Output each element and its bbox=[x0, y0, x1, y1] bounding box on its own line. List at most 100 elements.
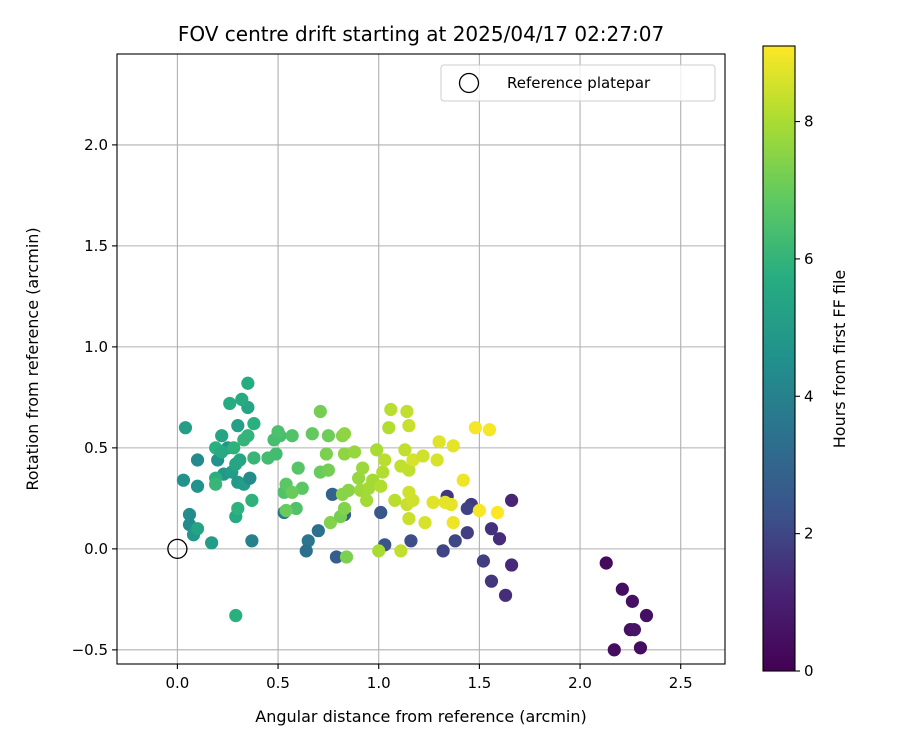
scatter-point bbox=[321, 463, 335, 477]
scatter-point bbox=[426, 495, 440, 510]
scatter-point bbox=[231, 501, 245, 516]
scatter-point bbox=[402, 511, 416, 526]
scatter-point bbox=[301, 534, 315, 548]
colorbar-frame bbox=[762, 45, 796, 672]
scatter-point bbox=[227, 441, 241, 455]
scatter-point bbox=[460, 526, 474, 540]
scatter-point bbox=[402, 463, 416, 477]
reference-platepar-marker bbox=[167, 538, 188, 560]
scatter-point bbox=[347, 445, 362, 459]
scatter-point bbox=[223, 396, 237, 411]
scatter-point bbox=[416, 449, 430, 463]
scatter-point bbox=[472, 503, 486, 518]
scatter-point bbox=[190, 522, 205, 536]
legend-box bbox=[440, 64, 716, 102]
scatter-point bbox=[289, 501, 303, 516]
scatter-point bbox=[374, 505, 388, 520]
colorbar-tick-label: 2 bbox=[804, 525, 814, 543]
scatter-point bbox=[176, 473, 191, 487]
scatter-point bbox=[498, 588, 513, 602]
scatter-point bbox=[279, 503, 293, 518]
scatter-point bbox=[351, 471, 366, 485]
scatter-point bbox=[460, 501, 474, 516]
legend-reference-marker bbox=[458, 72, 480, 94]
scatter-point bbox=[388, 493, 402, 507]
colorbar-ticks: 0 2 4 6 8 bbox=[795, 113, 814, 680]
scatter-point bbox=[633, 641, 648, 655]
scatter-point bbox=[615, 582, 629, 596]
scatter-point bbox=[418, 516, 432, 530]
scatter-point bbox=[329, 550, 344, 564]
colorbar-gradient bbox=[763, 46, 795, 671]
scatter-point bbox=[374, 479, 388, 493]
scatter-point bbox=[205, 536, 219, 550]
scatter-point bbox=[382, 421, 396, 435]
scatter-point bbox=[372, 544, 386, 558]
scatter-point bbox=[305, 427, 319, 441]
scatter-point bbox=[269, 447, 283, 461]
scatter-point bbox=[400, 404, 414, 419]
scatter-point bbox=[215, 429, 229, 443]
scatter-point bbox=[492, 532, 507, 546]
scatter-point bbox=[247, 417, 261, 431]
legend: Reference platepar bbox=[440, 64, 716, 102]
scatter-point bbox=[285, 485, 299, 499]
colorbar-label: Hours from first FF file bbox=[830, 270, 849, 449]
scatter-point bbox=[370, 443, 384, 457]
x-tick-label: 2.5 bbox=[669, 674, 693, 692]
data-points bbox=[176, 376, 654, 657]
scatter-point bbox=[215, 445, 229, 459]
scatter-point bbox=[404, 534, 418, 548]
y-tick-label: 2.0 bbox=[84, 136, 108, 154]
x-tick-label: 0.0 bbox=[165, 674, 189, 692]
scatter-point bbox=[356, 461, 370, 475]
scatter-point bbox=[406, 493, 420, 507]
scatter-point bbox=[337, 447, 352, 461]
scatter-point bbox=[295, 481, 309, 495]
scatter-point bbox=[504, 558, 519, 572]
legend-entry-reference-platepar: Reference platepar bbox=[507, 74, 651, 92]
scatter-point bbox=[271, 425, 285, 439]
scatter-point bbox=[245, 493, 259, 507]
y-axis-label: Rotation from reference (arcmin) bbox=[23, 227, 42, 490]
scatter-point bbox=[233, 453, 247, 467]
scatter-point bbox=[484, 522, 499, 536]
y-tick-label: 1.0 bbox=[84, 338, 108, 356]
scatter-point bbox=[446, 516, 460, 530]
scatter-point bbox=[319, 447, 333, 461]
scatter-point bbox=[190, 479, 205, 493]
scatter-point bbox=[394, 544, 408, 558]
scatter-point bbox=[182, 507, 197, 522]
scatter-point bbox=[378, 453, 392, 467]
scatter-point bbox=[247, 451, 261, 465]
scatter-point bbox=[323, 516, 338, 530]
scatter-point bbox=[384, 402, 398, 417]
scatter-point bbox=[607, 643, 621, 657]
scatter-point bbox=[341, 483, 356, 497]
scatter-point bbox=[402, 419, 416, 433]
x-tick-label: 0.5 bbox=[266, 674, 290, 692]
scatter-point bbox=[432, 435, 446, 449]
colorbar-tick-label: 6 bbox=[804, 250, 814, 268]
scatter-point bbox=[245, 534, 259, 548]
scatter-point bbox=[448, 534, 462, 548]
scatter-point bbox=[321, 429, 335, 443]
x-axis-ticks: 0.0 0.5 1.0 1.5 2.0 2.5 bbox=[165, 664, 693, 692]
scatter-point bbox=[231, 419, 245, 433]
scatter-point bbox=[490, 505, 505, 520]
scatter-point bbox=[235, 392, 249, 406]
scatter-point bbox=[436, 544, 450, 558]
scatter-point bbox=[241, 429, 255, 443]
y-tick-label: 1.5 bbox=[84, 237, 108, 255]
y-tick-label: 0.0 bbox=[84, 540, 108, 558]
scatter-point bbox=[639, 608, 654, 623]
y-tick-label: 0.5 bbox=[84, 439, 108, 457]
y-axis-ticks: −0.5 0.0 0.5 1.0 1.5 2.0 bbox=[72, 136, 117, 659]
scatter-point bbox=[456, 473, 470, 487]
scatter-point bbox=[376, 465, 390, 479]
colorbar-tick-label: 8 bbox=[804, 113, 814, 131]
plot-frame bbox=[116, 53, 726, 665]
chart-title: FOV centre drift starting at 2025/04/17 … bbox=[178, 22, 664, 46]
scatter-point bbox=[190, 453, 205, 467]
scatter-point bbox=[209, 477, 223, 491]
